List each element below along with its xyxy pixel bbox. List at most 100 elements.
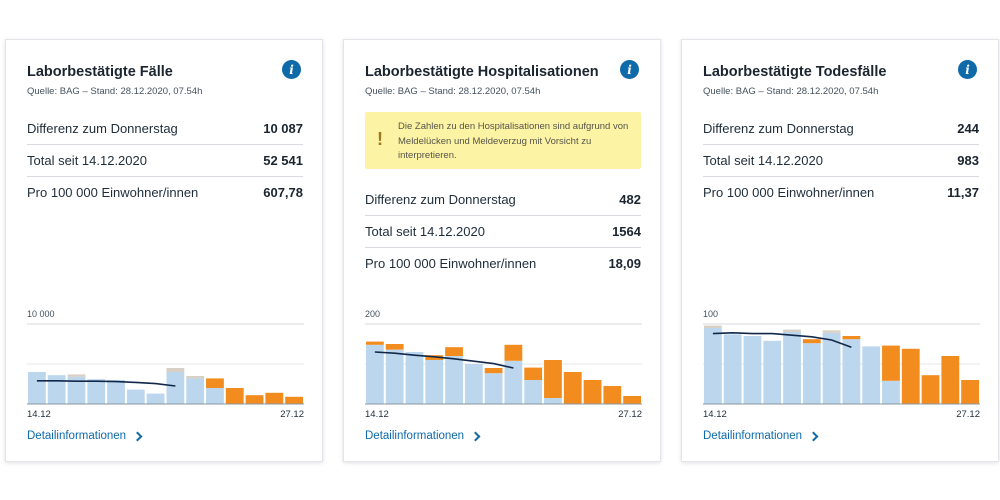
card-title: Laborbestätigte Fälle (27, 64, 173, 80)
bar-blue (882, 380, 900, 404)
stat-value: 52 541 (263, 153, 303, 168)
stat-row-per-100k: Pro 100 000 Einwohner/innen 11,37 (703, 176, 979, 208)
stat-label: Total seit 14.12.2020 (365, 224, 485, 239)
stat-row-total: Total seit 14.12.2020 52 541 (27, 144, 303, 176)
y-tick-label: 200 (365, 309, 380, 319)
stat-value: 1564 (612, 224, 641, 239)
bar-orange (802, 339, 821, 344)
bar-orange (524, 367, 543, 380)
bar-orange (882, 345, 900, 381)
stat-row-per-100k: Pro 100 000 Einwohner/innen 607,78 (27, 176, 303, 208)
chevron-right-icon (808, 431, 819, 441)
bar-orange (563, 372, 582, 404)
bar-orange (245, 395, 264, 404)
stat-value: 11,37 (947, 185, 979, 200)
stats-list: Differenz zum Donnerstag 10 087 Total se… (27, 112, 303, 208)
bar-orange (425, 355, 444, 360)
deaths-bar-chart: 100 14.12 27.12 (703, 309, 980, 420)
details-label: Detailinformationen (703, 430, 803, 442)
bar-blue (107, 380, 125, 404)
x-end-label: 27.12 (956, 409, 980, 420)
bar-blue (783, 332, 801, 404)
bar-blue (504, 360, 523, 404)
bar-blue (743, 336, 762, 404)
bar-blue (862, 346, 881, 404)
card-source: Quelle: BAG – Stand: 28.12.2020, 07.54h (703, 86, 879, 97)
bar-blue (802, 343, 821, 404)
x-end-label: 27.12 (618, 409, 642, 420)
card-source: Quelle: BAG – Stand: 28.12.2020, 07.54h (365, 86, 541, 97)
info-icon[interactable]: i (620, 60, 639, 79)
stat-label: Differenz zum Donnerstag (365, 191, 516, 207)
info-icon[interactable]: i (282, 60, 301, 79)
y-tick-label: 10 000 (27, 309, 55, 319)
bar-orange (901, 348, 920, 404)
bar-orange (623, 396, 641, 404)
cases-bar-chart: 10 000 14.12 27.12 (27, 309, 304, 420)
stat-label: Total seit 14.12.2020 (27, 153, 147, 168)
info-icon[interactable]: i (958, 60, 977, 79)
bar-orange (366, 341, 384, 345)
bar-blue (206, 388, 224, 404)
bar-orange (921, 375, 940, 404)
stat-row-total: Total seit 14.12.2020 1564 (365, 215, 641, 247)
bar-orange (225, 388, 244, 404)
x-start-label: 14.12 (27, 409, 51, 420)
stat-label: Pro 100 000 Einwohner/innen (703, 185, 875, 200)
bar-orange (961, 380, 979, 404)
bar-orange (544, 360, 562, 398)
bar-orange (206, 378, 224, 388)
bar-blue (524, 380, 543, 404)
stat-value: 482 (619, 191, 641, 207)
stat-value: 244 (957, 120, 979, 136)
bar-blue (425, 360, 444, 404)
details-link[interactable]: Detailinformationen (27, 430, 143, 442)
card-cases: Laborbestätigte Fälle i Quelle: BAG – St… (5, 39, 323, 462)
bar-blue (67, 376, 86, 404)
bar-blue (704, 328, 722, 404)
bar-orange (603, 386, 622, 404)
details-link[interactable]: Detailinformationen (365, 430, 481, 442)
stat-row-per-100k: Pro 100 000 Einwohner/innen 18,09 (365, 247, 641, 279)
details-link[interactable]: Detailinformationen (703, 430, 819, 442)
stat-label: Total seit 14.12.2020 (703, 153, 823, 168)
stat-row-total: Total seit 14.12.2020 983 (703, 144, 979, 176)
bar-blue (126, 389, 145, 404)
average-line (374, 351, 514, 369)
bar-blue (544, 398, 562, 404)
bar-gray (67, 374, 86, 377)
bar-blue (186, 378, 205, 404)
stat-label: Differenz zum Donnerstag (703, 120, 854, 136)
average-line (36, 380, 176, 387)
stat-row-difference: Differenz zum Donnerstag 482 (365, 183, 641, 215)
card-hospitalisations: Laborbestätigte Hospitalisationen i Quel… (343, 39, 661, 462)
card-source: Quelle: BAG – Stand: 28.12.2020, 07.54h (27, 86, 203, 97)
bar-blue (405, 352, 424, 404)
warning-box: ! Die Zahlen zu den Hospitalisationen si… (365, 112, 641, 169)
stat-label: Pro 100 000 Einwohner/innen (27, 185, 199, 200)
bar-orange (484, 368, 503, 374)
bar-blue (385, 349, 404, 404)
stat-value: 10 087 (263, 120, 303, 136)
bar-blue (763, 340, 782, 404)
hospitalisations-bar-chart: 200 14.12 27.12 (365, 309, 642, 420)
bar-blue (822, 332, 841, 404)
bar-blue (842, 339, 861, 404)
bar-blue (87, 379, 106, 404)
stat-row-difference: Differenz zum Donnerstag 244 (703, 112, 979, 144)
bar-gray (186, 376, 205, 379)
bar-blue (484, 373, 503, 404)
bar-gray (822, 330, 841, 333)
stat-row-difference: Differenz zum Donnerstag 10 087 (27, 112, 303, 144)
card-title: Laborbestätigte Hospitalisationen (365, 64, 599, 80)
stat-value: 983 (957, 153, 979, 168)
bar-orange (842, 336, 861, 340)
bar-gray (783, 329, 801, 332)
bar-orange (285, 396, 303, 404)
warning-text: Die Zahlen zu den Hospitalisationen sind… (398, 121, 629, 161)
stats-list: Differenz zum Donnerstag 244 Total seit … (703, 112, 979, 208)
details-label: Detailinformationen (365, 430, 465, 442)
stats-list: Differenz zum Donnerstag 482 Total seit … (365, 183, 641, 279)
bar-blue (28, 372, 46, 404)
bar-blue (723, 334, 742, 404)
